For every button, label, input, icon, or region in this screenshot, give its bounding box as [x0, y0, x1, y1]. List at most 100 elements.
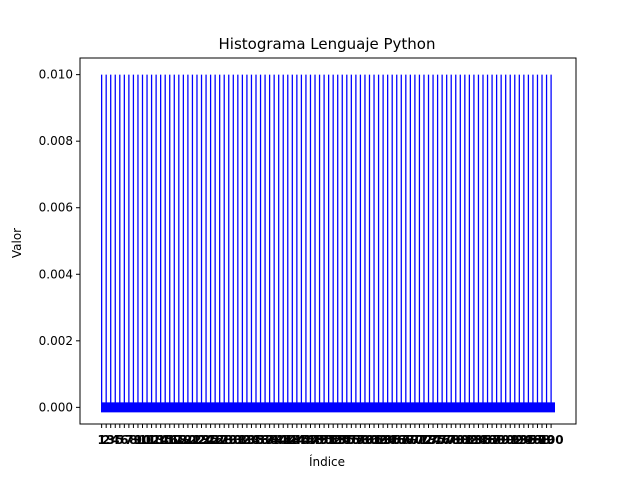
x-tick-label: 33	[239, 433, 256, 447]
histogram-bar	[495, 74, 498, 408]
x-tick-label: 78	[443, 433, 460, 447]
histogram-bar	[409, 74, 411, 408]
x-tick-label: 25	[202, 433, 219, 447]
histogram-bar	[359, 74, 362, 408]
x-tick-label: 48	[307, 433, 324, 447]
histogram-bar	[436, 74, 439, 408]
histogram-bar	[123, 74, 125, 408]
bar-base-band	[101, 402, 555, 413]
x-tick-label: 39	[266, 433, 283, 447]
x-tick-label: 56	[343, 433, 360, 447]
histogram-bar	[464, 74, 466, 408]
histogram-bar	[155, 74, 157, 408]
x-tick-label: 69	[402, 433, 419, 447]
histogram-bar	[101, 74, 103, 408]
x-tick-label: 20	[180, 433, 197, 447]
histogram-bar	[318, 74, 321, 408]
x-tick-label: 30	[225, 433, 242, 447]
x-tick-label: 89	[493, 433, 510, 447]
histogram-bar	[518, 74, 520, 408]
histogram-bar	[545, 74, 548, 408]
y-tick-label: 0.008	[39, 134, 73, 148]
histogram-bar	[164, 74, 166, 408]
y-tick-label: 0.004	[39, 267, 73, 281]
histogram-bar	[250, 74, 253, 408]
histogram-bar	[268, 74, 271, 408]
histogram-bar	[141, 74, 144, 408]
x-tick-label: 43	[284, 433, 301, 447]
histogram-bar	[468, 74, 471, 408]
x-tick-label: 75	[429, 433, 446, 447]
histogram-bar	[391, 74, 393, 408]
x-tick-label: 86	[479, 433, 496, 447]
histogram-bar	[423, 74, 425, 408]
histogram-bar	[273, 74, 275, 408]
histogram-bar	[328, 74, 330, 408]
x-tick-label: 91	[502, 433, 519, 447]
x-tick-label: 63	[375, 433, 392, 447]
histogram-bar	[128, 74, 130, 408]
x-tick-label: 4	[111, 433, 119, 447]
histogram-bar	[346, 74, 348, 408]
histogram-bar	[259, 74, 262, 408]
histogram-bar	[350, 74, 352, 408]
histogram-bar	[114, 74, 116, 408]
histogram-bar	[509, 74, 511, 408]
x-tick-label: 14	[152, 433, 169, 447]
x-tick-label: 57	[348, 433, 365, 447]
histogram-bar	[137, 74, 139, 408]
histogram-bar	[191, 74, 194, 408]
x-tick-label: 5	[116, 433, 124, 447]
x-tick-label: 34	[243, 433, 260, 447]
x-tick-label: 79	[447, 433, 464, 447]
histogram-bar	[414, 74, 416, 408]
histogram-bar	[459, 74, 461, 408]
histogram-bar	[105, 74, 107, 408]
histogram-bar	[241, 74, 244, 408]
histogram-bar	[377, 74, 380, 408]
histogram-bar	[337, 74, 339, 408]
x-tick-label: 42	[279, 433, 296, 447]
x-tick-label: 97	[529, 433, 546, 447]
histogram-bar	[237, 74, 239, 408]
histogram-bar	[400, 74, 402, 408]
histogram-bar	[450, 74, 452, 408]
x-tick-label: 7	[125, 433, 133, 447]
x-tick-label: 67	[393, 433, 410, 447]
histogram-bar	[223, 74, 225, 408]
x-tick-label: 81	[456, 433, 473, 447]
x-tick-label: 29	[220, 433, 237, 447]
x-tick-label: 98	[534, 433, 551, 447]
x-tick-label: 95	[520, 433, 537, 447]
histogram-bar	[368, 74, 371, 408]
histogram-bar	[169, 74, 171, 408]
x-tick-label: 76	[434, 433, 451, 447]
histogram-bar	[418, 74, 421, 408]
x-tick-label: 38	[261, 433, 278, 447]
bars-group	[101, 74, 555, 413]
x-tick-label: 21	[184, 433, 201, 447]
x-tick-label: 65	[384, 433, 401, 447]
x-tick-label: 45	[293, 433, 310, 447]
x-tick-label: 58	[352, 433, 369, 447]
x-tick-label: 23	[193, 433, 210, 447]
x-tick-label: 94	[516, 433, 533, 447]
x-tick-label: 31	[229, 433, 246, 447]
histogram-bar	[119, 74, 121, 408]
histogram-bar	[291, 74, 293, 408]
histogram-bar	[287, 74, 289, 408]
histogram-bar	[486, 74, 489, 408]
x-tick-label: 61	[366, 433, 383, 447]
histogram-bar	[146, 74, 148, 408]
y-axis-ticks: 0.000 0.002 0.004 0.006 0.008 0.010	[39, 68, 80, 414]
histogram-bar	[323, 74, 325, 408]
histogram-bar	[432, 74, 434, 408]
histogram-bar	[455, 74, 457, 408]
histogram-bar	[150, 74, 153, 408]
x-tick-label: 70	[407, 433, 424, 447]
histogram-bar	[500, 74, 502, 408]
x-tick-label: 41	[275, 433, 292, 447]
x-tick-label: 9	[134, 433, 142, 447]
histogram-bar	[296, 74, 298, 408]
x-tick-label: 73	[420, 433, 437, 447]
